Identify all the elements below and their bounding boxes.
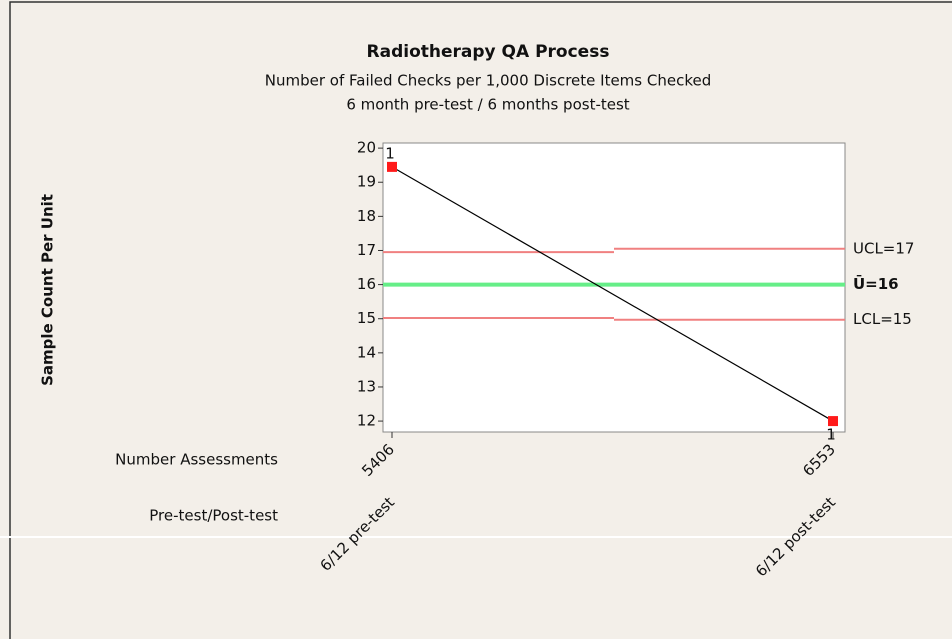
data-point <box>828 416 838 427</box>
data-point <box>387 161 397 172</box>
y-tick-label: 13 <box>357 377 376 395</box>
x-row-label: Pre-test/Post-test <box>149 507 278 525</box>
x-tick-label: 6553 <box>799 440 839 480</box>
x-tick-label: 6/12 pre-test <box>317 493 399 575</box>
x-tick-label: 5406 <box>358 440 398 480</box>
y-tick-label: 18 <box>357 207 376 225</box>
point-label: 1 <box>826 426 836 444</box>
x-row-label: Number Assessments <box>115 451 278 469</box>
control-limit-label: LCL=15 <box>853 310 912 328</box>
center-line-label: Ū=16 <box>853 273 899 293</box>
y-tick-label: 20 <box>357 139 376 157</box>
y-tick-label: 15 <box>357 309 376 327</box>
subtitle: 6 month pre-test / 6 months post-test <box>346 96 629 114</box>
y-tick-label: 16 <box>357 275 376 293</box>
data-line <box>391 166 834 422</box>
y-tick-label: 14 <box>357 343 376 361</box>
subtitle: Number of Failed Checks per 1,000 Discre… <box>265 72 711 90</box>
frame <box>9 1 952 639</box>
control-limit-label: UCL=17 <box>853 239 914 257</box>
y-axis-label: Sample Count Per Unit <box>39 194 57 386</box>
y-tick-label: 12 <box>357 412 376 430</box>
chart-title: Radiotherapy QA Process <box>367 42 610 62</box>
point-label: 1 <box>385 144 395 162</box>
y-tick-label: 17 <box>357 241 376 259</box>
y-tick-label: 19 <box>357 173 376 191</box>
